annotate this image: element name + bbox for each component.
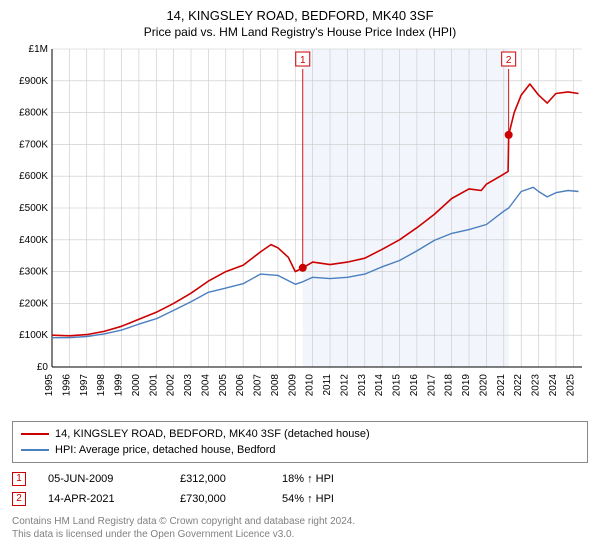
svg-text:2002: 2002	[166, 374, 177, 397]
svg-text:£1M: £1M	[29, 45, 48, 55]
svg-text:£400K: £400K	[19, 235, 48, 246]
svg-text:1998: 1998	[96, 374, 107, 397]
svg-text:2: 2	[506, 55, 512, 66]
sale-badge-2: 2	[12, 492, 26, 506]
svg-text:£300K: £300K	[19, 267, 48, 278]
svg-text:2009: 2009	[287, 374, 298, 397]
sale-price-1: £312,000	[180, 473, 260, 485]
svg-text:2022: 2022	[513, 374, 524, 397]
svg-text:2011: 2011	[322, 374, 333, 396]
svg-text:2014: 2014	[374, 374, 385, 397]
sales-table: 1 05-JUN-2009 £312,000 18% ↑ HPI 2 14-AP…	[12, 469, 588, 509]
svg-text:1: 1	[300, 55, 306, 66]
legend-label-2: HPI: Average price, detached house, Bedf…	[55, 444, 276, 456]
legend-swatch-2	[21, 449, 49, 451]
svg-text:2020: 2020	[478, 374, 489, 397]
legend-item-series2: HPI: Average price, detached house, Bedf…	[21, 442, 579, 458]
svg-text:2000: 2000	[131, 374, 142, 397]
svg-text:2012: 2012	[339, 374, 350, 397]
svg-text:2005: 2005	[218, 374, 229, 397]
svg-text:2001: 2001	[148, 374, 159, 397]
svg-text:2019: 2019	[461, 374, 472, 397]
svg-text:2006: 2006	[235, 374, 246, 397]
svg-text:2015: 2015	[392, 374, 403, 397]
svg-text:£0: £0	[37, 362, 49, 373]
sale-row-2: 2 14-APR-2021 £730,000 54% ↑ HPI	[12, 489, 588, 509]
line-chart: £0 £100K £200K £300K £400K £500K £600K £700K £80…	[12, 45, 588, 415]
svg-text:2007: 2007	[253, 374, 264, 397]
svg-text:2021: 2021	[496, 374, 507, 397]
legend-label-1: 14, KINGSLEY ROAD, BEDFORD, MK40 3SF (de…	[55, 428, 370, 440]
svg-text:2016: 2016	[409, 374, 420, 397]
svg-text:2008: 2008	[270, 374, 281, 397]
sale-delta-1: 18% ↑ HPI	[282, 473, 334, 485]
svg-text:2013: 2013	[357, 374, 368, 397]
legend-item-series1: 14, KINGSLEY ROAD, BEDFORD, MK40 3SF (de…	[21, 426, 579, 442]
chart-area: £0 £100K £200K £300K £400K £500K £600K £700K £80…	[12, 45, 588, 415]
attribution-line1: Contains HM Land Registry data © Crown c…	[12, 515, 588, 528]
svg-text:2025: 2025	[565, 374, 576, 397]
attribution-line2: This data is licensed under the Open Gov…	[12, 528, 588, 541]
svg-text:2018: 2018	[444, 374, 455, 397]
svg-text:2017: 2017	[426, 374, 437, 397]
svg-text:2024: 2024	[548, 374, 559, 397]
sale-price-2: £730,000	[180, 493, 260, 505]
svg-text:1999: 1999	[114, 374, 125, 397]
svg-text:£800K: £800K	[19, 108, 48, 119]
svg-text:1996: 1996	[61, 374, 72, 397]
svg-text:2010: 2010	[305, 374, 316, 397]
sale-badge-1: 1	[12, 472, 26, 486]
sale-date-2: 14-APR-2021	[48, 493, 158, 505]
chart-subtitle: Price paid vs. HM Land Registry's House …	[12, 25, 588, 39]
sale-date-1: 05-JUN-2009	[48, 473, 158, 485]
svg-text:2023: 2023	[531, 374, 542, 397]
svg-text:£500K: £500K	[19, 203, 48, 214]
legend-box: 14, KINGSLEY ROAD, BEDFORD, MK40 3SF (de…	[12, 421, 588, 463]
chart-title: 14, KINGSLEY ROAD, BEDFORD, MK40 3SF	[12, 8, 588, 23]
legend-swatch-1	[21, 433, 49, 435]
svg-text:2004: 2004	[200, 374, 211, 397]
svg-text:£100K: £100K	[19, 330, 48, 341]
svg-text:£700K: £700K	[19, 139, 48, 150]
svg-text:£600K: £600K	[19, 171, 48, 182]
sale-delta-2: 54% ↑ HPI	[282, 493, 334, 505]
svg-text:2003: 2003	[183, 374, 194, 397]
svg-text:1997: 1997	[79, 374, 90, 397]
attribution: Contains HM Land Registry data © Crown c…	[12, 515, 588, 541]
svg-text:£200K: £200K	[19, 298, 48, 309]
svg-text:£900K: £900K	[19, 76, 48, 87]
sale-row-1: 1 05-JUN-2009 £312,000 18% ↑ HPI	[12, 469, 588, 489]
svg-text:1995: 1995	[44, 374, 55, 397]
